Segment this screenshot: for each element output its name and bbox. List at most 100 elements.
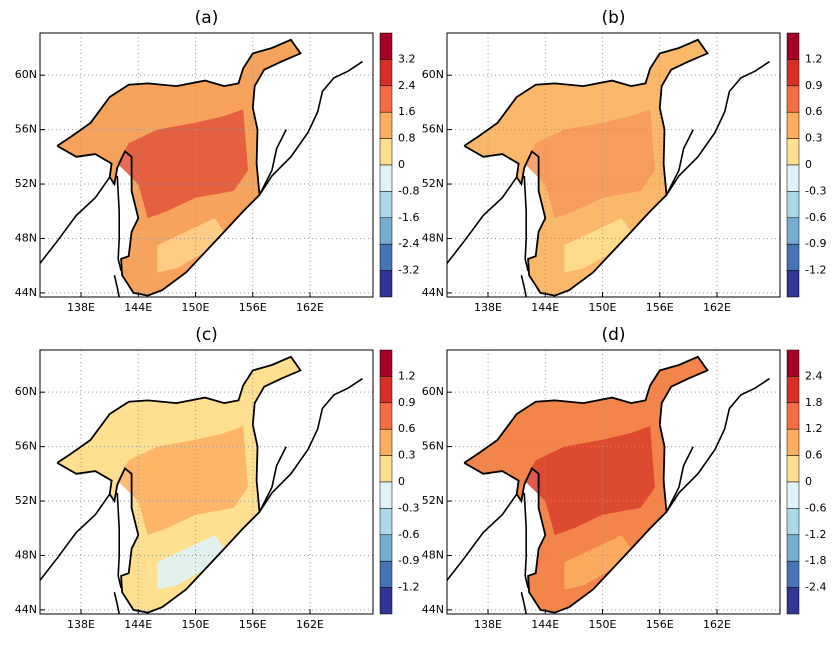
lat-tick-label: 52N [422, 177, 444, 190]
lat-tick-label: 52N [422, 494, 444, 507]
colorbar-bin [379, 191, 393, 219]
lon-tick-label: 162E [703, 618, 731, 631]
colorbar-bin [379, 481, 393, 509]
lon-tick-label: 156E [646, 301, 674, 314]
colorbar-label: 2.4 [398, 79, 416, 92]
colorbar-bin [786, 191, 800, 219]
colorbar-label: -0.6 [805, 211, 826, 224]
colorbar-bin [379, 560, 393, 588]
map-frame [39, 349, 374, 615]
colorbar-bin [379, 587, 393, 615]
coastline [523, 492, 529, 589]
lat-tick-label: 52N [15, 494, 37, 507]
coastline [520, 275, 527, 297]
colorbar-bin [786, 111, 800, 139]
colorbar-bin [786, 402, 800, 430]
colorbar-bin [786, 349, 800, 377]
colorbar-label: 0.6 [805, 105, 823, 118]
field-patch [117, 109, 248, 219]
lat-tick-label: 56N [15, 440, 37, 453]
coastline [40, 493, 111, 582]
coastline [258, 129, 287, 196]
map-content [40, 350, 373, 614]
lon-tick-label: 150E [589, 301, 617, 314]
colorbar-label: -2.4 [805, 581, 826, 594]
colorbar-bin [379, 217, 393, 245]
colorbar-label: -1.8 [805, 554, 826, 567]
colorbar-bin [786, 32, 800, 60]
coastline [665, 446, 694, 513]
lat-tick-label: 44N [15, 286, 37, 299]
colorbar-label: 0.9 [805, 79, 823, 92]
map-panel: 138E 144E 150E 156E 162E 60N 56N 52N 48N 44N (d) 2.… [422, 325, 827, 631]
coastline [40, 176, 111, 265]
colorbar-label: -0.9 [398, 554, 419, 567]
panel-title: (b) [601, 8, 625, 28]
map-frame [446, 32, 781, 298]
lon-tick-label: 150E [182, 301, 210, 314]
colorbar-label: -0.3 [398, 501, 419, 514]
colorbar-bin [379, 270, 393, 298]
colorbar-bin [786, 243, 800, 271]
map-panel: 138E 144E 150E 156E 162E 60N 56N 52N 48N 44N (a) 3.… [15, 8, 420, 314]
colorbar-bin [379, 59, 393, 87]
colorbar-bin [786, 138, 800, 166]
colorbar-bin [379, 111, 393, 139]
colorbar-label: 0 [398, 475, 405, 488]
lon-tick-label: 138E [474, 618, 502, 631]
colorbar-label: 0.6 [398, 422, 416, 435]
colorbar-label: 1.2 [805, 52, 823, 65]
colorbar-label: 0 [805, 475, 812, 488]
coastline [258, 377, 363, 513]
colorbar-bin [786, 508, 800, 536]
panel-title: (a) [195, 8, 219, 28]
colorbar-label: -1.2 [398, 581, 419, 594]
map-content [40, 33, 373, 297]
colorbar-bin [379, 376, 393, 404]
colorbar-label: 0.6 [805, 449, 823, 462]
lon-tick-label: 138E [474, 301, 502, 314]
colorbar-label: -0.3 [805, 184, 826, 197]
colorbar-label: 0 [398, 158, 405, 171]
coastline [520, 592, 527, 614]
coastline [665, 60, 770, 196]
lat-tick-label: 48N [15, 548, 37, 561]
lat-tick-label: 56N [422, 123, 444, 136]
colorbar-label: 0.8 [398, 132, 416, 145]
lon-tick-label: 162E [296, 618, 324, 631]
lat-tick-label: 60N [422, 385, 444, 398]
field-patch [117, 426, 248, 536]
field-patch [524, 109, 655, 219]
lon-tick-label: 156E [646, 618, 674, 631]
coastline [258, 446, 287, 513]
colorbar-label: -2.4 [398, 237, 419, 250]
colorbar-bin [379, 138, 393, 166]
colorbar-label: -0.8 [398, 184, 419, 197]
lat-tick-label: 48N [15, 231, 37, 244]
colorbar-bin [786, 455, 800, 483]
colorbar-bin [786, 270, 800, 298]
coastline [116, 175, 122, 272]
coastline [56, 38, 302, 297]
lat-tick-label: 60N [15, 385, 37, 398]
colorbar-label: -0.6 [805, 501, 826, 514]
map-panel: 138E 144E 150E 156E 162E 60N 56N 52N 48N 44N (c) 1.… [15, 325, 420, 631]
colorbar-label: -0.6 [398, 528, 419, 541]
colorbar-bin [786, 428, 800, 456]
panel-title: (c) [195, 325, 218, 345]
map-frame [39, 32, 374, 298]
lon-tick-label: 144E [531, 301, 559, 314]
coastline [523, 175, 529, 272]
colorbar-bin [786, 587, 800, 615]
colorbar-bin [379, 85, 393, 113]
colorbar-label: -1.6 [398, 211, 419, 224]
colorbar-label: 1.2 [805, 422, 823, 435]
colorbar-label: 0.3 [398, 449, 416, 462]
coastline [447, 176, 518, 265]
lat-tick-label: 60N [15, 68, 37, 81]
coastline [463, 38, 709, 297]
colorbar-bin [786, 534, 800, 562]
lon-tick-label: 144E [124, 618, 152, 631]
colorbar-bin [379, 455, 393, 483]
